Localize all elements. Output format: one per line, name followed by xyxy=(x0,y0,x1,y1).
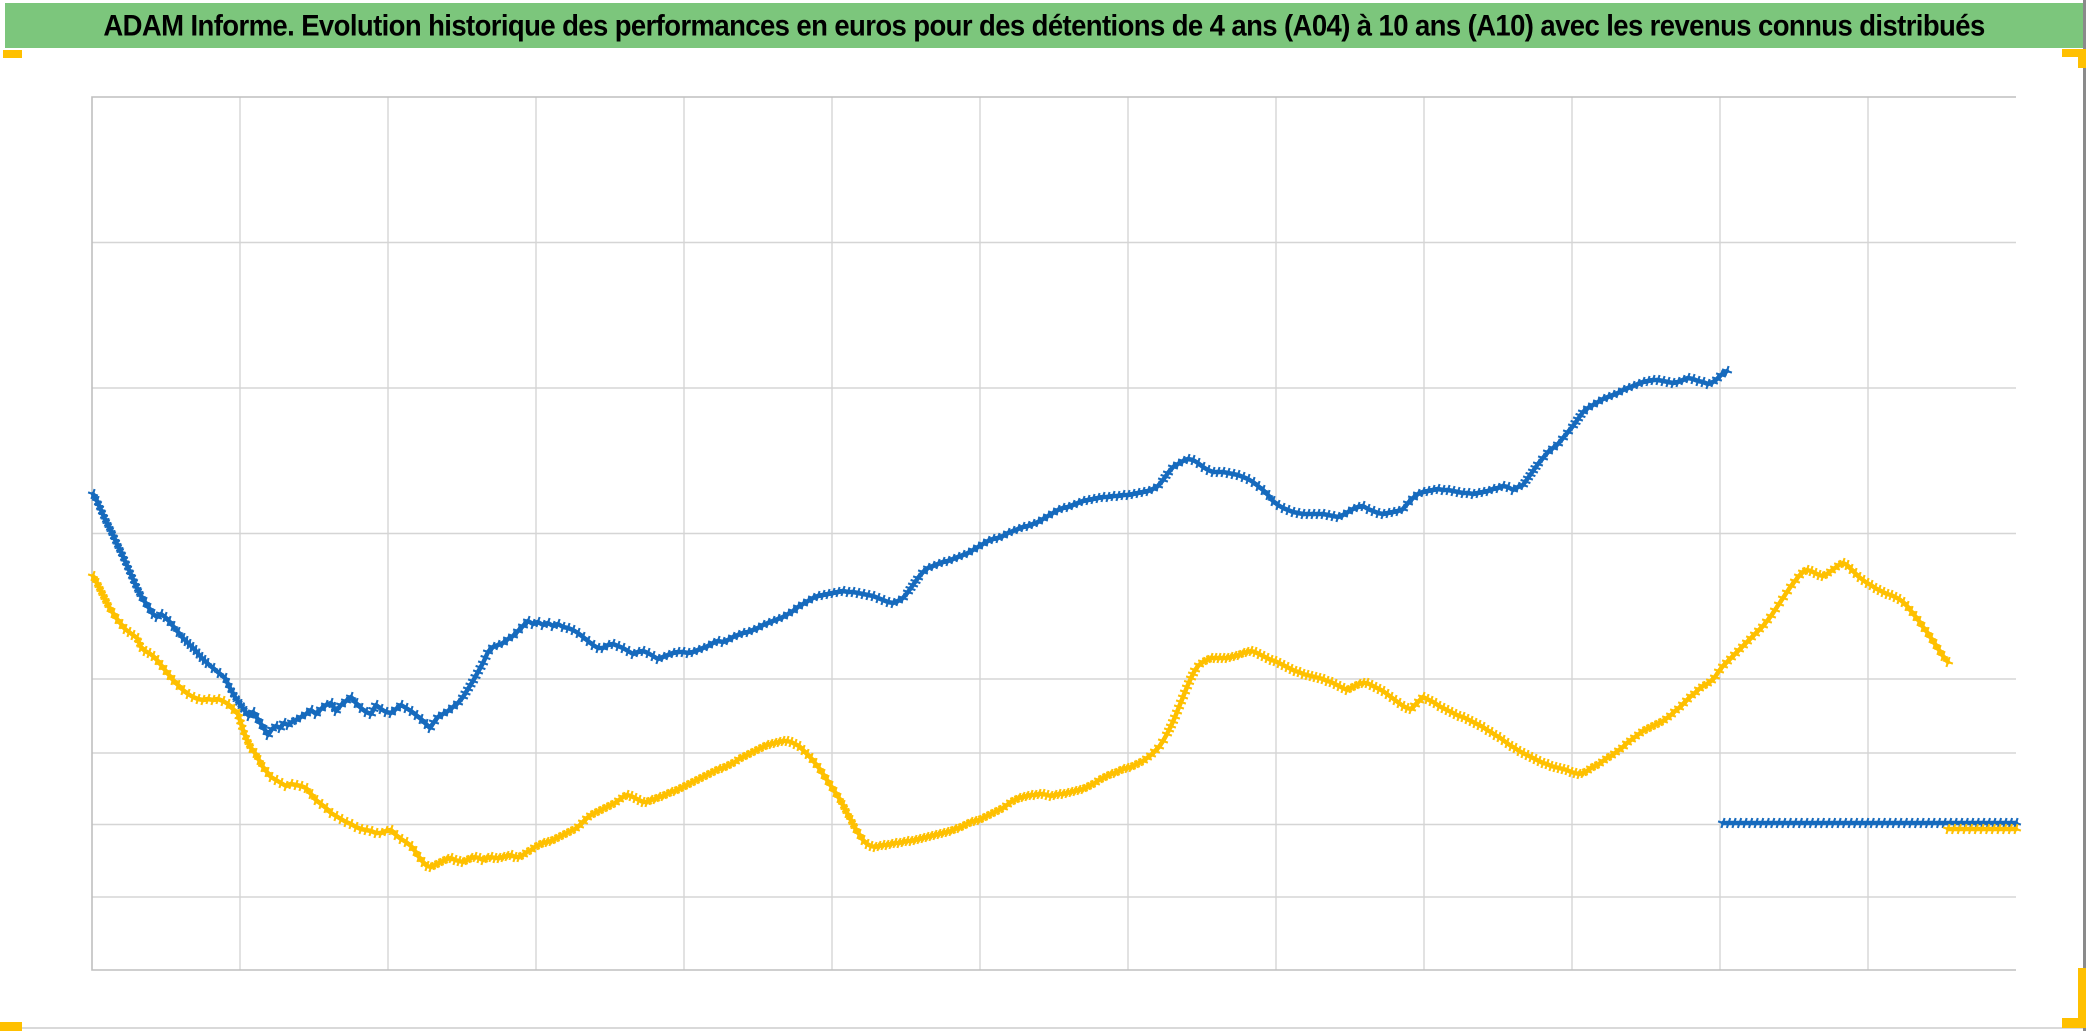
right-edge-strip xyxy=(2083,0,2086,1031)
series-yellow-performance-markers xyxy=(87,557,1954,873)
series-yellow-flat-baseline-markers xyxy=(1942,823,2022,835)
plot-border xyxy=(91,96,2016,971)
bottom-separator xyxy=(0,1027,2086,1029)
title-bar: ADAM Informe. Evolution historique des p… xyxy=(5,3,2083,48)
series-blue-performance-markers xyxy=(87,365,1733,741)
series-blue-flat-baseline-markers xyxy=(1717,817,2022,829)
series-blue-performance-path xyxy=(90,368,1730,738)
page-title: ADAM Informe. Evolution historique des p… xyxy=(103,8,1985,42)
